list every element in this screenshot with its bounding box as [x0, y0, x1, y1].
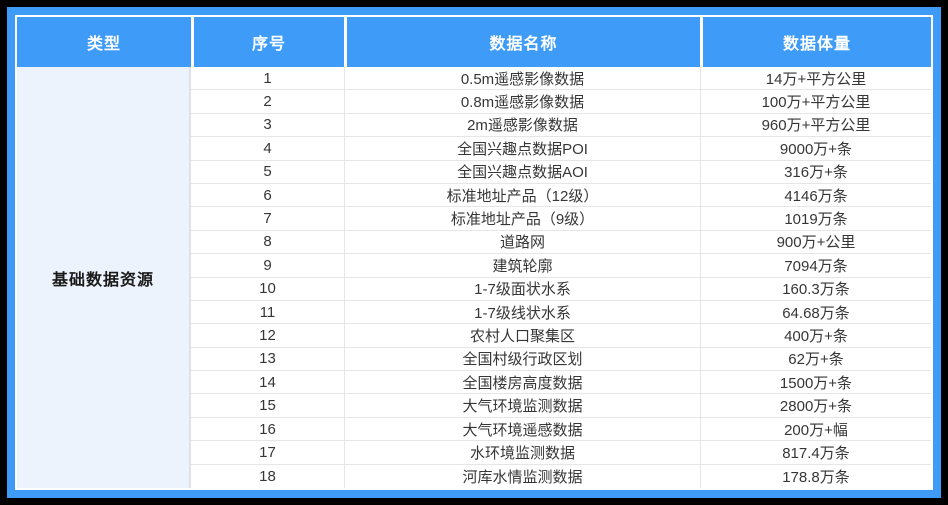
- cell-volume: 900万+公里: [700, 230, 931, 255]
- header-index: 序号: [191, 17, 344, 67]
- cell-name: 农村人口聚集区: [344, 324, 700, 348]
- cell-index: 16: [191, 417, 344, 442]
- cell-name: 标准地址产品（9级）: [344, 207, 700, 231]
- cell-name: 水环境监测数据: [344, 441, 700, 465]
- cell-volume: 400万+条: [700, 324, 931, 348]
- cell-index: 18: [191, 464, 344, 488]
- cell-name: 道路网: [344, 230, 700, 255]
- cell-index: 11: [191, 300, 344, 325]
- category-cell: 基础数据资源: [17, 67, 191, 488]
- table-header-row: 类型 序号 数据名称 数据体量: [17, 17, 931, 67]
- cell-name: 全国村级行政区划: [344, 347, 700, 372]
- cell-name: 全国楼房高度数据: [344, 371, 700, 395]
- cell-volume: 7094万条: [700, 254, 931, 278]
- cell-index: 7: [191, 207, 344, 231]
- table-frame: 类型 序号 数据名称 数据体量 基础数据资源 1 0.5m遥感影像数据 14万+…: [7, 7, 941, 498]
- cell-index: 4: [191, 137, 344, 161]
- cell-name: 大气环境遥感数据: [344, 417, 700, 442]
- cell-index: 14: [191, 371, 344, 395]
- cell-name: 0.8m遥感影像数据: [344, 90, 700, 114]
- cell-volume: 2800万+条: [700, 394, 931, 418]
- header-volume: 数据体量: [700, 17, 931, 67]
- cell-name: 河库水情监测数据: [344, 464, 700, 488]
- cell-name: 标准地址产品（12级）: [344, 183, 700, 208]
- header-type: 类型: [17, 17, 191, 67]
- cell-index: 2: [191, 90, 344, 114]
- cell-index: 3: [191, 113, 344, 138]
- cell-volume: 62万+条: [700, 347, 931, 372]
- header-name: 数据名称: [344, 17, 700, 67]
- cell-index: 15: [191, 394, 344, 418]
- cell-volume: 100万+平方公里: [700, 90, 931, 114]
- cell-volume: 817.4万条: [700, 441, 931, 465]
- cell-volume: 200万+幅: [700, 417, 931, 442]
- cell-volume: 14万+平方公里: [700, 67, 931, 91]
- cell-volume: 4146万条: [700, 183, 931, 208]
- cell-volume: 160.3万条: [700, 277, 931, 301]
- cell-name: 2m遥感影像数据: [344, 113, 700, 138]
- cell-index: 12: [191, 324, 344, 348]
- cell-index: 8: [191, 230, 344, 255]
- cell-index: 13: [191, 347, 344, 372]
- cell-name: 0.5m遥感影像数据: [344, 67, 700, 91]
- table-inner: 类型 序号 数据名称 数据体量 基础数据资源 1 0.5m遥感影像数据 14万+…: [15, 15, 933, 490]
- cell-name: 1-7级线状水系: [344, 300, 700, 325]
- cell-name: 建筑轮廓: [344, 254, 700, 278]
- cell-index: 9: [191, 254, 344, 278]
- cell-volume: 316万+条: [700, 160, 931, 184]
- cell-index: 1: [191, 67, 344, 91]
- cell-index: 6: [191, 183, 344, 208]
- cell-volume: 64.68万条: [700, 300, 931, 325]
- cell-index: 17: [191, 441, 344, 465]
- cell-name: 大气环境监测数据: [344, 394, 700, 418]
- cell-volume: 1019万条: [700, 207, 931, 231]
- cell-volume: 1500万+条: [700, 371, 931, 395]
- cell-name: 1-7级面状水系: [344, 277, 700, 301]
- cell-name: 全国兴趣点数据AOI: [344, 160, 700, 184]
- cell-volume: 178.8万条: [700, 464, 931, 488]
- cell-volume: 9000万+条: [700, 137, 931, 161]
- cell-name: 全国兴趣点数据POI: [344, 137, 700, 161]
- cell-index: 10: [191, 277, 344, 301]
- cell-index: 5: [191, 160, 344, 184]
- cell-volume: 960万+平方公里: [700, 113, 931, 138]
- table-body: 基础数据资源 1 0.5m遥感影像数据 14万+平方公里 2 0.8m遥感影像数…: [17, 67, 931, 488]
